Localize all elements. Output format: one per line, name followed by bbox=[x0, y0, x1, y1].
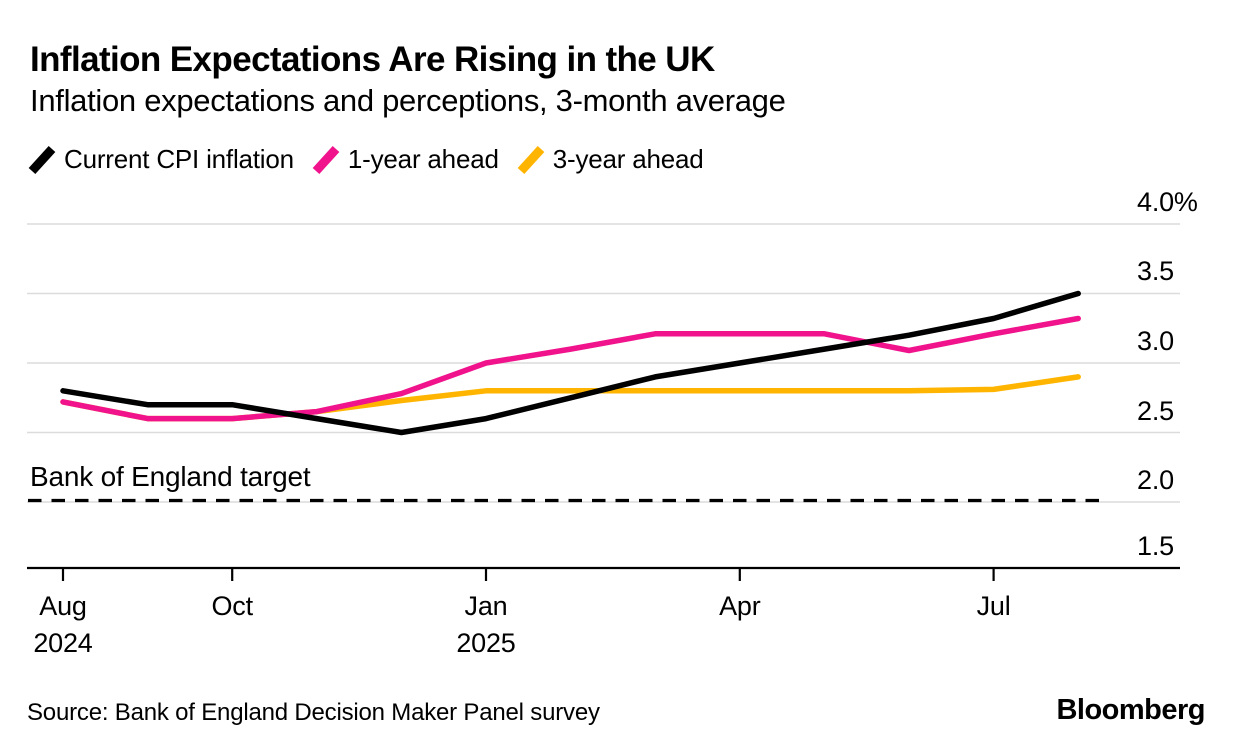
x-axis-label: Apr bbox=[719, 591, 761, 621]
y-axis-label: 4.0% bbox=[1137, 187, 1198, 217]
bloomberg-logo: Bloomberg bbox=[1056, 694, 1205, 726]
legend-item-current-cpi: Current CPI inflation bbox=[28, 144, 294, 175]
y-axis-label: 2.0 bbox=[1137, 465, 1174, 495]
legend-item-3-year-ahead: 3-year ahead bbox=[517, 144, 704, 175]
x-axis-label: Aug 2024 bbox=[33, 591, 93, 658]
x-axis-label: Jan 2025 bbox=[456, 591, 516, 658]
diagonal-line-swatch-icon bbox=[312, 145, 340, 174]
series-line-current-cpi-inflation bbox=[60, 290, 1081, 436]
x-axis-label: Oct bbox=[211, 591, 253, 621]
source-note: Source: Bank of England Decision Maker P… bbox=[27, 699, 600, 726]
x-axis-label: Jul bbox=[976, 591, 1011, 621]
legend-label: 3-year ahead bbox=[552, 144, 704, 174]
legend-item-1-year-ahead: 1-year ahead bbox=[312, 144, 499, 175]
diagonal-line-swatch-icon bbox=[28, 145, 56, 174]
chart-title: Inflation Expectations Are Rising in the… bbox=[30, 40, 715, 79]
legend-label: 1-year ahead bbox=[347, 144, 499, 174]
y-axis-label: 3.5 bbox=[1137, 256, 1174, 286]
y-axis-label: 2.5 bbox=[1137, 396, 1174, 426]
target-line-label: Bank of England target bbox=[30, 461, 311, 492]
series-line-1-year-ahead bbox=[60, 315, 1081, 422]
legend: Current CPI inflation 1-year ahead 3-yea… bbox=[28, 144, 704, 175]
y-axis-label: 3.0 bbox=[1137, 326, 1174, 356]
chart-subtitle: Inflation expectations and perceptions, … bbox=[30, 83, 786, 118]
legend-label: Current CPI inflation bbox=[64, 144, 294, 174]
diagonal-line-swatch-icon bbox=[517, 145, 545, 174]
y-axis-label: 1.5 bbox=[1137, 531, 1174, 561]
